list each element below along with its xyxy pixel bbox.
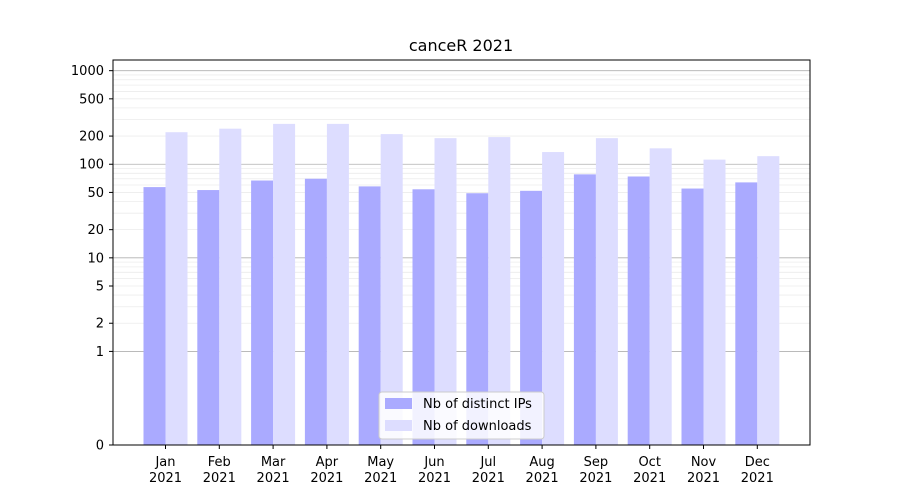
x-tick-label-year: 2021: [203, 471, 236, 486]
x-tick-label-month: Jan: [154, 455, 175, 470]
bar-downloads: [380, 134, 403, 446]
bar-distinct-ips: [412, 189, 435, 445]
x-tick-label-year: 2021: [633, 471, 666, 486]
legend-box: [378, 391, 545, 440]
bar-downloads: [219, 128, 242, 445]
x-tick-label-year: 2021: [418, 471, 451, 486]
y-tick-label: 50: [87, 186, 104, 201]
axes: 01251020501002005001000Jan2021Feb2021Mar…: [71, 64, 774, 486]
chart-title: canceR 2021: [409, 36, 513, 55]
x-tick-label-year: 2021: [257, 471, 290, 486]
bar-downloads: [649, 148, 672, 446]
x-tick-label-month: Jun: [423, 455, 444, 470]
bar-downloads: [273, 123, 296, 445]
bar-distinct-ips: [681, 188, 704, 445]
bar-distinct-ips: [520, 190, 543, 445]
bar-distinct-ips: [627, 176, 650, 446]
y-tick-label: 500: [79, 92, 104, 107]
legend: Nb of distinct IPs Nb of downloads: [378, 391, 545, 440]
x-tick-label-year: 2021: [579, 471, 612, 486]
y-tick-label: 5: [96, 280, 104, 295]
x-tick-label-year: 2021: [310, 471, 343, 486]
y-tick-label: 10: [87, 251, 104, 266]
bar-downloads: [542, 152, 565, 445]
x-tick-label-month: Sep: [584, 455, 609, 470]
bar-downloads: [595, 138, 618, 446]
x-tick-label-month: Apr: [316, 455, 339, 470]
x-tick-label-year: 2021: [741, 471, 774, 486]
bar-downloads: [757, 156, 780, 445]
x-tick-label-month: Jul: [479, 455, 496, 470]
bars: [143, 123, 780, 446]
bar-downloads: [488, 137, 511, 445]
y-tick-label: 200: [79, 130, 104, 145]
y-tick-label: 2: [96, 317, 104, 332]
x-tick-label-month: Feb: [208, 455, 231, 470]
bar-downloads: [434, 138, 457, 446]
legend-label-distinct-ips: Nb of distinct IPs: [423, 397, 532, 412]
x-tick-label-year: 2021: [526, 471, 559, 486]
bar-distinct-ips: [304, 178, 327, 446]
bar-distinct-ips: [466, 193, 489, 445]
bar-downloads: [703, 159, 726, 445]
x-tick-label-year: 2021: [472, 471, 505, 486]
bar-downloads: [165, 132, 188, 445]
y-tick-label: 1000: [71, 64, 104, 79]
plot-frame: [112, 59, 811, 446]
bar-distinct-ips: [573, 174, 596, 445]
x-tick-label-month: Mar: [261, 455, 286, 470]
legend-swatch-downloads: [385, 420, 412, 431]
bar-distinct-ips: [251, 180, 274, 446]
bar-distinct-ips: [358, 186, 381, 445]
bar-downloads: [326, 123, 349, 445]
y-tick-label: 0: [96, 439, 104, 454]
y-tick-label: 100: [79, 158, 104, 173]
legend-swatch-distinct-ips: [385, 398, 412, 409]
legend-label-downloads: Nb of downloads: [423, 419, 532, 434]
x-tick-label-month: Oct: [638, 455, 660, 470]
x-tick-label-year: 2021: [687, 471, 720, 486]
x-tick-label-year: 2021: [364, 471, 397, 486]
bar-distinct-ips: [197, 190, 220, 445]
y-tick-label: 20: [87, 223, 104, 238]
x-tick-label-month: Dec: [745, 455, 770, 470]
x-tick-label-year: 2021: [149, 471, 182, 486]
y-tick-label: 1: [96, 345, 104, 360]
bar-distinct-ips: [735, 182, 758, 445]
x-tick-label-month: May: [367, 455, 394, 470]
x-tick-label-month: Aug: [529, 455, 554, 470]
bar-distinct-ips: [143, 187, 166, 445]
x-tick-label-month: Nov: [691, 455, 717, 470]
